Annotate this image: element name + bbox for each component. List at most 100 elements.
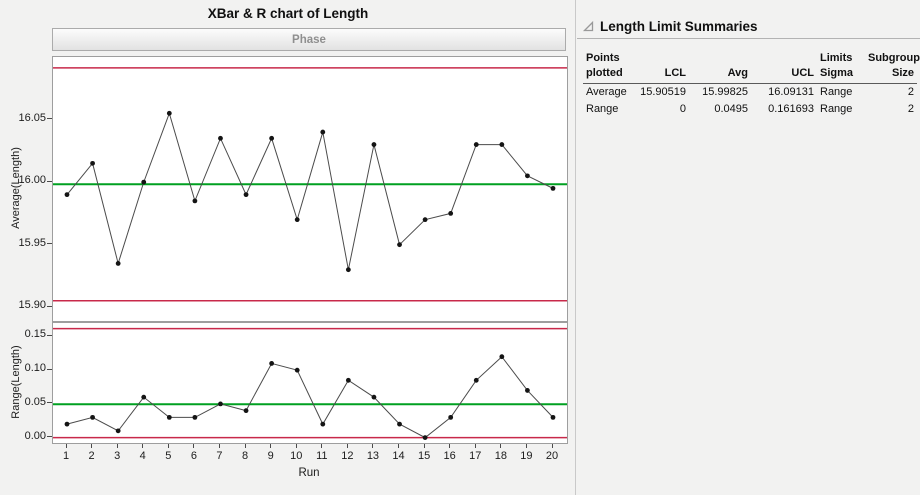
range-y-axis-label: Range(Length) bbox=[10, 345, 22, 419]
table-cell: Range bbox=[820, 86, 853, 98]
range-plot-area: 0.00 0.05 0.10 0.15 1 2 3 4 5 6 7 8 9 10 11 12 13 14 15 16 1… bbox=[12, 322, 568, 462]
data-point[interactable] bbox=[218, 401, 223, 407]
x-tick bbox=[193, 444, 195, 448]
table-cell: 0 bbox=[679, 103, 686, 115]
data-point[interactable] bbox=[64, 192, 70, 198]
data-point[interactable] bbox=[269, 135, 275, 141]
series-line bbox=[66, 355, 554, 439]
data-point[interactable] bbox=[499, 354, 505, 360]
data-point[interactable] bbox=[141, 394, 147, 400]
data-point[interactable] bbox=[371, 142, 377, 147]
data-point[interactable] bbox=[397, 421, 402, 427]
x-tick-label: 2 bbox=[88, 450, 95, 462]
x-tick bbox=[551, 444, 553, 448]
data-point[interactable] bbox=[115, 428, 121, 434]
col-header-avg[interactable]: Avg bbox=[689, 50, 751, 84]
table-cell: 0.161693 bbox=[768, 103, 814, 115]
table-cell: Average bbox=[586, 86, 627, 98]
data-point[interactable] bbox=[166, 110, 172, 116]
chart-title: XBar & R chart of Length bbox=[207, 6, 369, 21]
data-point[interactable] bbox=[294, 367, 300, 373]
data-point[interactable] bbox=[192, 414, 198, 420]
col-header-points-plotted[interactable]: Points plotted bbox=[583, 50, 629, 84]
range-plot[interactable] bbox=[52, 322, 568, 444]
y-tick-label: 0.10 bbox=[24, 362, 46, 375]
y-tick bbox=[47, 243, 52, 245]
x-tick-label: 7 bbox=[216, 450, 223, 462]
x-tick bbox=[218, 444, 220, 448]
table-cell: 2 bbox=[907, 103, 914, 115]
y-tick bbox=[47, 305, 52, 307]
data-point[interactable] bbox=[525, 388, 530, 393]
table-cell: 2 bbox=[907, 86, 914, 98]
table-cell: 15.90519 bbox=[640, 86, 686, 98]
panel-divider bbox=[575, 0, 576, 495]
data-point[interactable] bbox=[345, 267, 351, 273]
data-point[interactable] bbox=[192, 198, 198, 204]
x-tick-label: 18 bbox=[494, 450, 507, 462]
x-tick-label: 14 bbox=[392, 450, 405, 462]
disclosure-icon[interactable] bbox=[582, 20, 595, 33]
xbar-y-axis-label: Average(Length) bbox=[10, 147, 22, 229]
data-point[interactable] bbox=[90, 160, 95, 166]
data-point[interactable] bbox=[218, 135, 223, 141]
data-point[interactable] bbox=[269, 361, 275, 366]
y-tick-label: 16.05 bbox=[18, 111, 46, 124]
data-point[interactable] bbox=[550, 414, 556, 420]
x-tick-label: 11 bbox=[316, 450, 328, 462]
phase-header[interactable]: Phase bbox=[52, 28, 566, 51]
x-tick bbox=[449, 444, 451, 448]
data-point[interactable] bbox=[64, 421, 70, 427]
data-point[interactable] bbox=[499, 142, 505, 147]
x-tick-label: 10 bbox=[290, 450, 303, 462]
xbar-plot[interactable] bbox=[52, 56, 568, 322]
data-point[interactable] bbox=[320, 421, 326, 427]
y-tick bbox=[47, 334, 52, 336]
x-tick bbox=[398, 444, 400, 448]
limit-summaries-table: Points plotted LCL Avg UCL Limits Sigma … bbox=[583, 50, 920, 118]
data-point[interactable] bbox=[473, 142, 479, 147]
y-tick bbox=[47, 402, 52, 404]
col-header-limits-sigma[interactable]: Limits Sigma bbox=[817, 50, 865, 84]
data-point[interactable] bbox=[397, 242, 402, 248]
x-tick bbox=[65, 444, 67, 448]
data-point[interactable] bbox=[448, 414, 454, 420]
y-tick bbox=[47, 368, 52, 370]
data-point[interactable] bbox=[320, 129, 326, 135]
x-tick-label: 8 bbox=[241, 450, 249, 462]
series-line bbox=[66, 111, 554, 270]
data-point[interactable] bbox=[525, 173, 530, 179]
y-tick bbox=[47, 436, 52, 438]
data-point[interactable] bbox=[422, 217, 428, 223]
data-point[interactable] bbox=[90, 414, 95, 420]
x-tick bbox=[346, 444, 348, 448]
data-point[interactable] bbox=[422, 435, 428, 441]
x-tick-label: 12 bbox=[341, 450, 354, 462]
data-point[interactable] bbox=[243, 408, 249, 414]
data-point[interactable] bbox=[345, 377, 351, 383]
data-point[interactable] bbox=[371, 394, 377, 400]
data-point[interactable] bbox=[115, 261, 121, 266]
col-header-lcl[interactable]: LCL bbox=[629, 50, 689, 84]
col-header-ucl[interactable]: UCL bbox=[751, 50, 817, 84]
x-tick-label: 20 bbox=[545, 450, 559, 462]
data-point[interactable] bbox=[294, 217, 300, 223]
data-point[interactable] bbox=[550, 185, 556, 191]
x-tick-label: 4 bbox=[139, 450, 146, 462]
phase-label: Phase bbox=[292, 33, 326, 46]
x-tick bbox=[142, 444, 144, 448]
x-tick bbox=[474, 444, 476, 448]
data-point[interactable] bbox=[243, 192, 249, 198]
data-point[interactable] bbox=[473, 377, 479, 383]
x-tick-label: 6 bbox=[190, 450, 197, 462]
x-tick bbox=[525, 444, 527, 448]
col-header-subgroup-size[interactable]: Subgroup Size bbox=[865, 50, 920, 84]
data-point[interactable] bbox=[141, 179, 147, 185]
data-point[interactable] bbox=[166, 414, 172, 420]
data-point[interactable] bbox=[448, 210, 454, 216]
xbar-plot-area: 15.90 15.95 16.00 16.05 bbox=[12, 56, 568, 322]
x-tick-label: 1 bbox=[62, 450, 70, 462]
table-cell: 15.99825 bbox=[702, 86, 748, 98]
y-tick-label: 0.00 bbox=[24, 429, 46, 442]
